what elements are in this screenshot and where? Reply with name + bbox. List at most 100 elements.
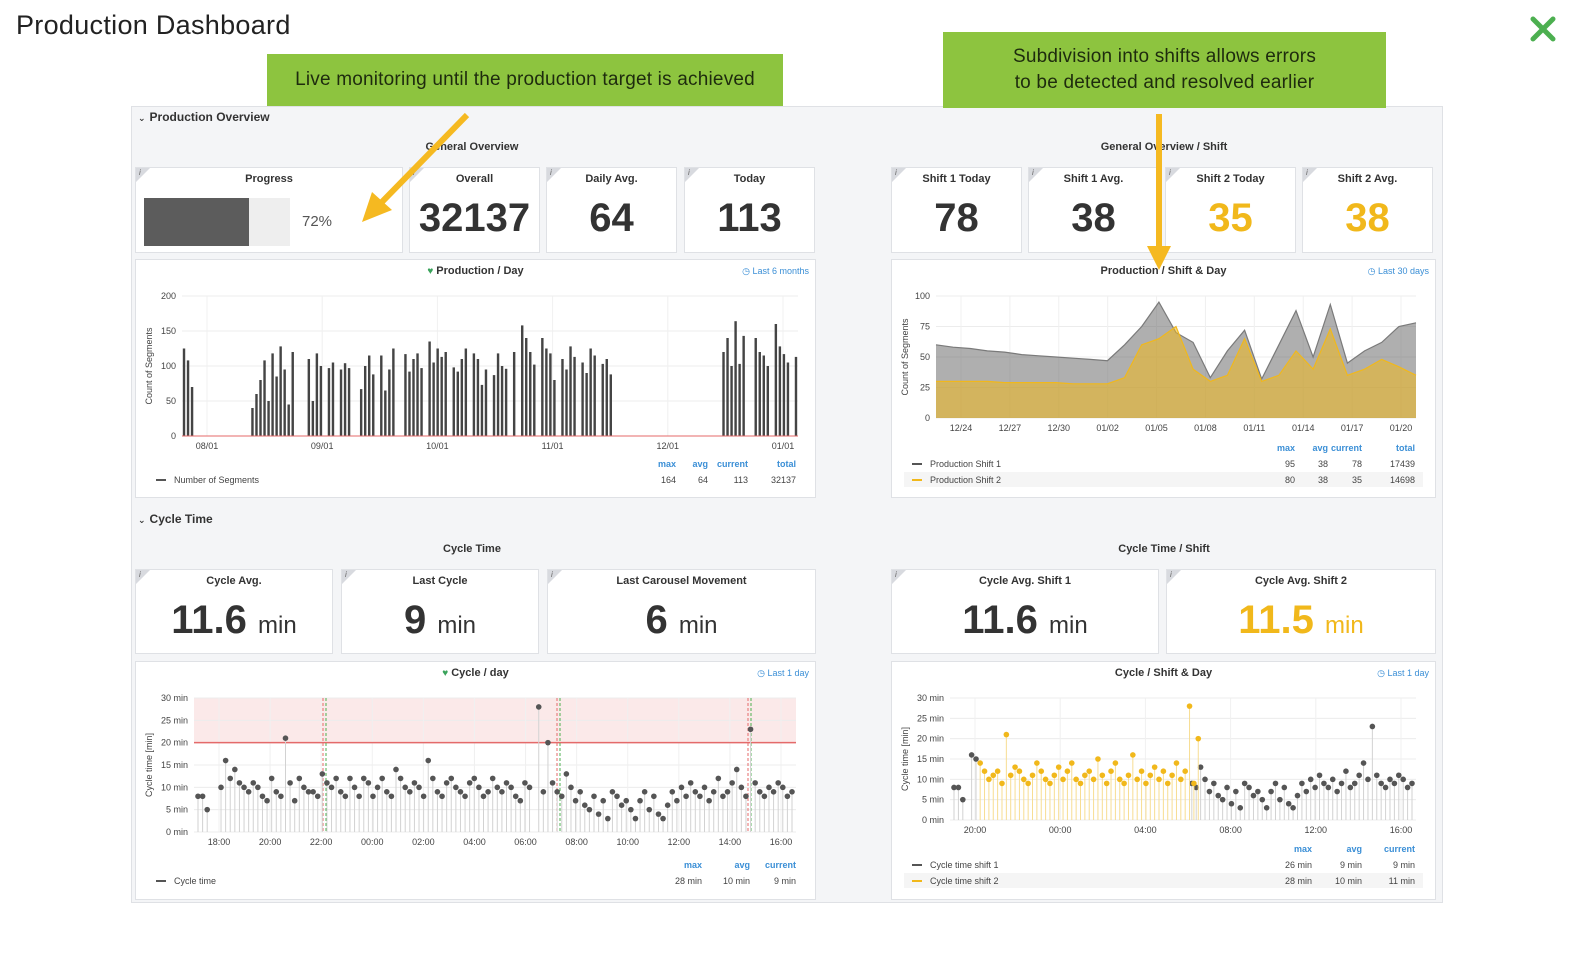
close-x-icon[interactable] bbox=[1526, 12, 1560, 46]
bar bbox=[512, 352, 516, 436]
point bbox=[701, 784, 708, 791]
point-shift-2 bbox=[1112, 760, 1119, 766]
bar bbox=[609, 374, 612, 436]
row-production-overview[interactable]: ⌄ Production Overview bbox=[138, 110, 270, 124]
legend-value-avg: 10 min bbox=[723, 876, 750, 886]
point-shift-1 bbox=[1250, 792, 1257, 799]
info-corner-icon[interactable] bbox=[342, 570, 356, 584]
point-shift-2 bbox=[1173, 760, 1180, 766]
time-range-picker[interactable]: ◷ Last 1 day bbox=[1377, 668, 1429, 679]
point bbox=[250, 780, 257, 786]
x-tick-label: 08:00 bbox=[1219, 825, 1242, 835]
bar bbox=[549, 353, 552, 436]
info-corner-icon[interactable] bbox=[1167, 570, 1181, 584]
time-range-picker[interactable]: ◷ Last 6 months bbox=[742, 266, 809, 277]
time-range-picker[interactable]: ◷ Last 1 day bbox=[757, 668, 809, 679]
info-corner-icon[interactable] bbox=[136, 168, 150, 182]
info-corner-icon[interactable] bbox=[547, 168, 561, 182]
point bbox=[218, 784, 224, 791]
chart-cycle-day: 0 min 5 min 10 min 15 min 20 min 25 min 30 min… bbox=[144, 693, 796, 886]
point-shift-2 bbox=[1103, 780, 1110, 787]
x-tick-label: 01/08 bbox=[1194, 423, 1217, 433]
point-shift-2 bbox=[990, 772, 997, 779]
info-corner-icon[interactable] bbox=[892, 570, 906, 584]
point bbox=[720, 793, 726, 800]
point bbox=[609, 789, 616, 795]
panel-cycle-day: ♥ Cycle / day ◷ Last 1 day 0 min 5 min 10 m… bbox=[135, 661, 816, 900]
row-cycle-time[interactable]: ⌄ Cycle Time bbox=[138, 512, 213, 526]
progress-fill bbox=[144, 198, 250, 246]
bar bbox=[738, 363, 741, 436]
point bbox=[540, 789, 547, 795]
info-corner-icon[interactable] bbox=[548, 570, 562, 584]
time-range-picker[interactable]: ◷ Last 30 days bbox=[1368, 266, 1429, 277]
info-corner-icon[interactable] bbox=[685, 168, 699, 182]
point-shift-1 bbox=[973, 756, 979, 762]
bar bbox=[380, 355, 383, 436]
bar bbox=[420, 368, 423, 436]
bar bbox=[561, 359, 564, 436]
point bbox=[641, 789, 648, 795]
stat-value: 11.5 min bbox=[1167, 598, 1435, 643]
legend-value-max: 26 min bbox=[1285, 860, 1312, 870]
point-shift-2 bbox=[1077, 780, 1084, 787]
bar bbox=[271, 353, 274, 436]
point bbox=[319, 771, 326, 777]
point bbox=[347, 775, 353, 782]
point bbox=[623, 797, 630, 804]
bar bbox=[734, 321, 737, 436]
point-shift-1 bbox=[1365, 776, 1371, 783]
point bbox=[600, 797, 607, 804]
point-shift-1 bbox=[1268, 788, 1274, 795]
point bbox=[614, 793, 620, 800]
point bbox=[678, 784, 685, 791]
point bbox=[789, 789, 795, 795]
point-shift-2 bbox=[1051, 772, 1058, 779]
legend-header: max bbox=[1277, 443, 1295, 453]
bar bbox=[525, 338, 528, 436]
info-corner-icon[interactable] bbox=[1303, 168, 1317, 182]
point-shift-1 bbox=[1259, 796, 1266, 803]
point bbox=[554, 789, 560, 795]
point bbox=[466, 780, 473, 786]
point-shift-1 bbox=[1303, 788, 1310, 795]
point-shift-1 bbox=[1206, 788, 1213, 795]
bar bbox=[412, 359, 415, 436]
point-shift-2 bbox=[1020, 776, 1027, 783]
stat-title: Cycle Avg. bbox=[206, 575, 262, 587]
panel-title: Progress bbox=[245, 173, 293, 185]
point bbox=[683, 793, 689, 800]
point bbox=[572, 797, 579, 804]
info-corner-icon[interactable] bbox=[1029, 168, 1043, 182]
info-corner-icon[interactable] bbox=[1166, 168, 1180, 182]
point bbox=[697, 793, 703, 800]
bar bbox=[758, 352, 761, 436]
legend-value-current: 78 bbox=[1352, 459, 1362, 469]
point bbox=[591, 793, 597, 800]
point-shift-2 bbox=[1060, 776, 1066, 783]
bar bbox=[182, 348, 186, 436]
bar bbox=[504, 368, 508, 436]
point bbox=[278, 793, 284, 800]
info-corner-icon[interactable] bbox=[892, 168, 906, 182]
point bbox=[729, 780, 735, 786]
legend-header: current bbox=[1384, 844, 1415, 854]
y-tick-label: 150 bbox=[161, 326, 176, 336]
point bbox=[301, 784, 307, 791]
point bbox=[227, 775, 234, 782]
point bbox=[770, 789, 777, 795]
point-shift-1 bbox=[1228, 800, 1235, 807]
point bbox=[259, 793, 266, 800]
point bbox=[204, 806, 211, 813]
point-shift-2 bbox=[1016, 768, 1023, 774]
stat-unit: min bbox=[1325, 612, 1364, 639]
point bbox=[462, 793, 468, 800]
info-corner-icon[interactable] bbox=[136, 570, 150, 584]
x-tick-label: 09/01 bbox=[311, 441, 334, 451]
bar bbox=[363, 366, 367, 436]
point-shift-2 bbox=[1086, 768, 1093, 774]
bar bbox=[315, 353, 319, 436]
point bbox=[448, 775, 455, 782]
point bbox=[522, 780, 528, 786]
point bbox=[669, 789, 676, 795]
